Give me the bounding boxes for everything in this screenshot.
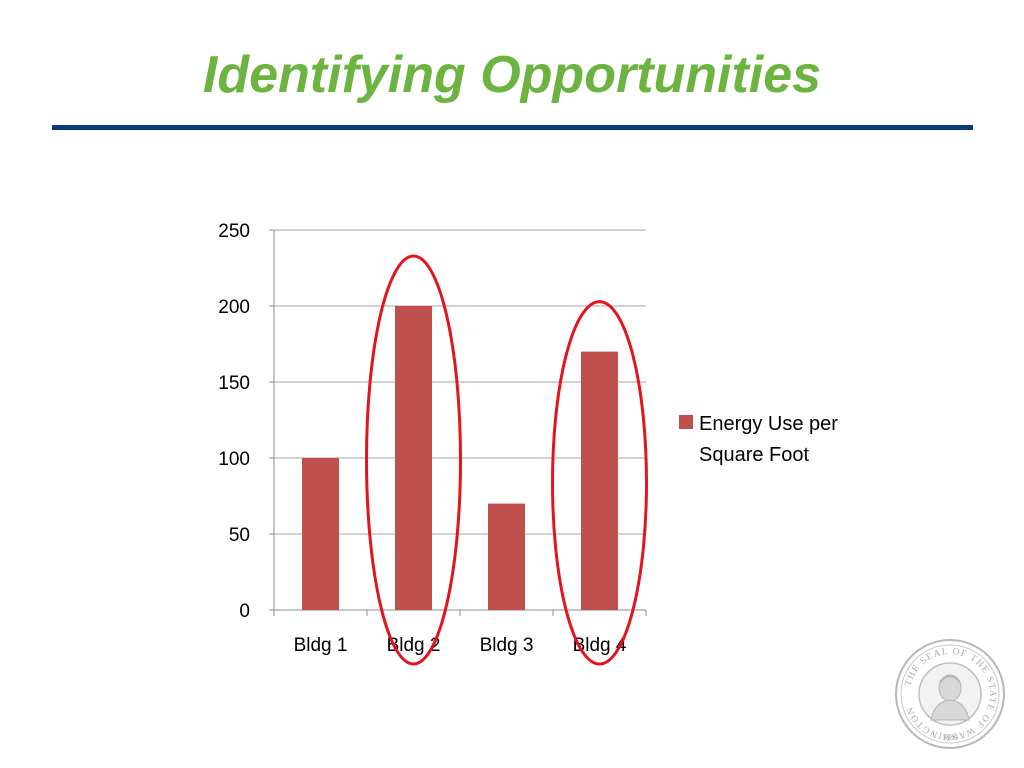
bar-bldg-3 — [488, 503, 525, 610]
x-tick-label: Bldg 4 — [573, 635, 627, 656]
slide-title: Identifying Opportunities — [202, 46, 822, 104]
washington-state-seal: THE SEAL OF THE STATE OF WASHINGTON 1889 — [895, 639, 1005, 749]
y-tick-label: 100 — [218, 449, 250, 470]
legend-label: Energy Use per Square Foot — [699, 413, 838, 466]
bar-bldg-4 — [581, 351, 618, 610]
y-tick-label: 250 — [218, 221, 250, 242]
highlight-circle — [365, 254, 462, 666]
y-tick-label: 150 — [218, 373, 250, 394]
legend-swatch — [679, 415, 693, 429]
highlight-circle — [551, 300, 648, 666]
title-divider — [52, 125, 973, 130]
bar-bldg-2 — [395, 306, 432, 610]
bar-bldg-1 — [302, 458, 339, 610]
y-tick-label: 50 — [229, 525, 250, 546]
x-tick-label: Bldg 2 — [387, 635, 441, 656]
x-tick-label: Bldg 3 — [480, 635, 534, 656]
x-tick-label: Bldg 1 — [294, 635, 348, 656]
y-tick-label: 0 — [239, 601, 250, 622]
seal-year: 1889 — [942, 733, 958, 742]
y-tick-label: 200 — [218, 297, 250, 318]
